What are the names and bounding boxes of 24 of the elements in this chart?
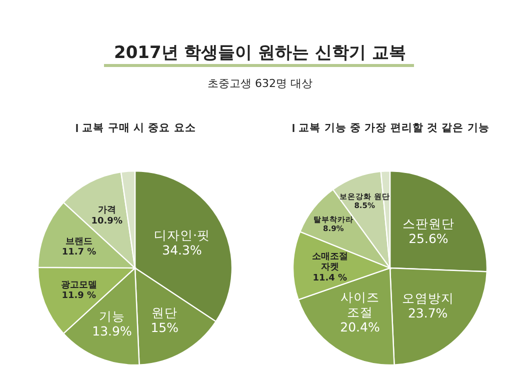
- slice-label: 스판원단: [402, 216, 454, 231]
- data-label: 11.4 %: [312, 273, 348, 284]
- slice-label: 디자인·핏: [154, 228, 210, 243]
- data-label: 20.4%: [340, 320, 380, 334]
- slice-label: 가격: [98, 206, 116, 216]
- slice-label: 소매조절 자켓: [312, 252, 348, 273]
- slice-label: 오염방지: [402, 290, 454, 306]
- text: 2017년 학생들이 원하는 신학기 교복: [114, 43, 406, 63]
- slice-label: 광고모델: [60, 280, 97, 290]
- data-label: 11.7 %: [62, 248, 96, 258]
- data-label: 13.9%: [92, 323, 132, 338]
- data-label: 11.9 %: [62, 291, 96, 302]
- chart-title: 교복 기능 중 가장 편리할 것 같은 기능: [298, 122, 490, 134]
- data-label: 34.3%: [162, 242, 202, 258]
- slice-label: 기능: [98, 308, 125, 324]
- data-label: 25.6%: [408, 230, 448, 246]
- data-label: 10.9%: [91, 216, 122, 226]
- text: 초중고생 632명 대상: [208, 77, 312, 90]
- slice-label: 사이즈 조절: [340, 290, 380, 320]
- chart-title: 교복 구매 시 중요 요소: [82, 122, 196, 134]
- data-label: 15%: [150, 320, 179, 336]
- data-label: 23.7%: [408, 305, 448, 320]
- slice-label: 원단: [152, 305, 178, 320]
- slice-label: 브랜드: [66, 236, 93, 247]
